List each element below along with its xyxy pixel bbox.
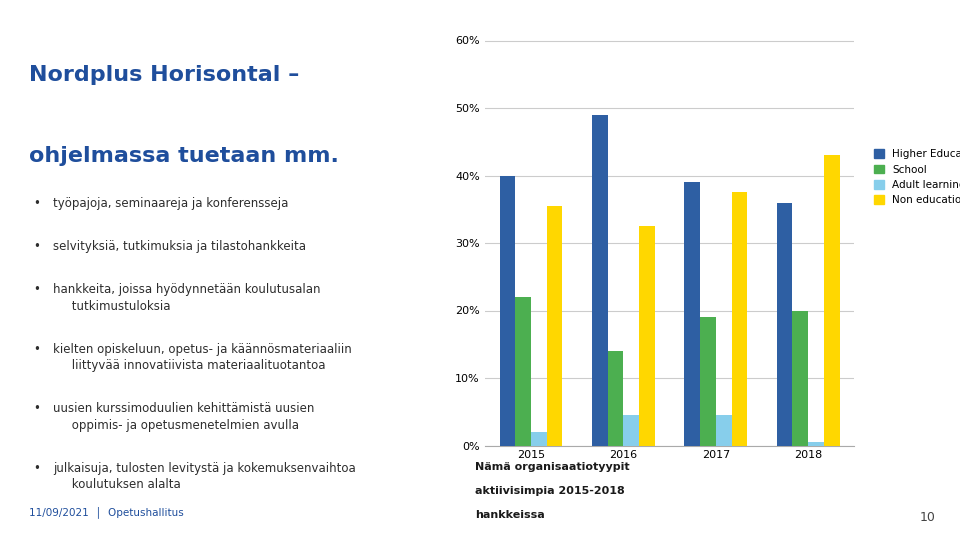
Bar (824, 156, 840, 445)
Text: Nordplus Horisontal –: Nordplus Horisontal – (29, 65, 300, 85)
Text: •: • (34, 343, 40, 356)
Text: selvityksiä, tutkimuksia ja tilastohankkeita: selvityksiä, tutkimuksia ja tilastohankk… (53, 240, 306, 253)
Bar (639, 226, 655, 446)
Text: •: • (34, 462, 40, 475)
Bar (808, 442, 824, 446)
Bar (531, 432, 546, 445)
Text: •: • (34, 240, 40, 253)
Bar (516, 297, 531, 445)
Bar (592, 115, 608, 446)
Bar (608, 351, 623, 445)
Text: •: • (34, 284, 40, 296)
Bar (700, 317, 716, 445)
Text: kielten opiskeluun, opetus- ja käännösmateriaaliin
     liittyvää innovatiivista: kielten opiskeluun, opetus- ja käännösma… (53, 343, 351, 373)
Text: uusien kurssimoduulien kehittämistä uusien
     oppimis- ja opetusmenetelmien av: uusien kurssimoduulien kehittämistä uusi… (53, 402, 314, 432)
Text: 11/09/2021  │  Opetushallitus: 11/09/2021 │ Opetushallitus (29, 507, 183, 518)
Text: ohjelmassa tuetaan mm.: ohjelmassa tuetaan mm. (29, 146, 339, 166)
Bar (793, 310, 808, 446)
Legend: Higher Education, School, Adult learning, Non education inst: Higher Education, School, Adult learning… (875, 150, 960, 205)
Text: hankkeissa: hankkeissa (475, 510, 545, 521)
Text: Nämä organisaatiotyypit: Nämä organisaatiotyypit (475, 462, 630, 472)
Text: hankkeita, joissa hyödynnetään koulutusalan
     tutkimustuloksia: hankkeita, joissa hyödynnetään koulutusa… (53, 284, 321, 313)
Bar (499, 176, 516, 445)
Text: •: • (34, 402, 40, 415)
Bar (623, 415, 639, 445)
Bar (732, 192, 747, 446)
Bar (684, 183, 700, 446)
Text: aktiivisimpia 2015-2018: aktiivisimpia 2015-2018 (475, 486, 625, 496)
Text: 10: 10 (920, 511, 936, 524)
Text: julkaisuja, tulosten levitystä ja kokemuksenvaihtoa
     koulutuksen alalta: julkaisuja, tulosten levitystä ja kokemu… (53, 462, 355, 491)
Bar (546, 206, 563, 446)
Bar (777, 202, 793, 446)
Text: työpajoja, seminaareja ja konferensseja: työpajoja, seminaareja ja konferensseja (53, 197, 288, 210)
Bar (716, 415, 732, 445)
Text: •: • (34, 197, 40, 210)
